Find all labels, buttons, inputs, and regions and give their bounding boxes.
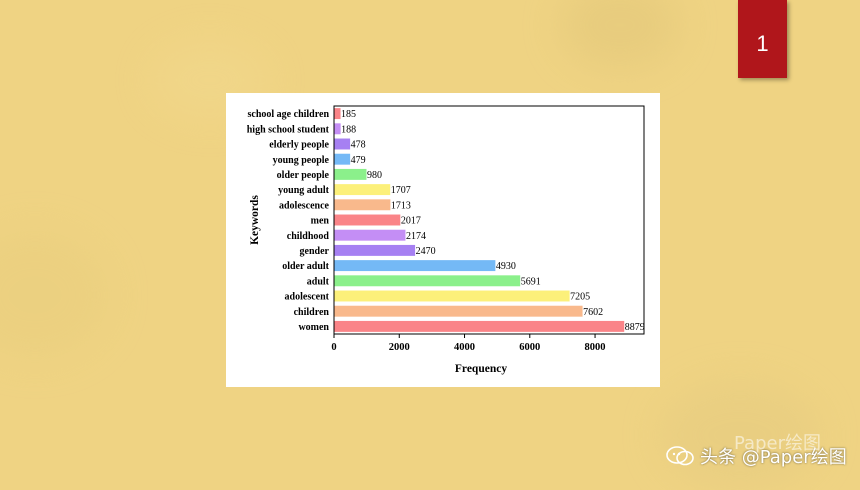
bar: [334, 260, 496, 272]
data-label: 478: [351, 140, 366, 151]
bar: [334, 184, 391, 196]
y-tick-label: young adult: [278, 185, 330, 196]
bar: [334, 229, 406, 241]
data-label: 1713: [391, 200, 411, 211]
bar: [334, 108, 341, 120]
y-tick-label: adolescent: [285, 292, 330, 303]
slide-number-badge: 1: [738, 0, 787, 78]
data-label: 188: [341, 124, 356, 135]
watermark-ghost-text: Paper绘图: [734, 433, 821, 454]
bar: [334, 244, 416, 256]
y-tick-label: high school student: [247, 124, 330, 135]
y-tick-label: gender: [300, 246, 330, 257]
y-tick-label: older people: [277, 170, 330, 181]
data-label: 2174: [406, 231, 426, 242]
y-tick-label: women: [298, 322, 329, 333]
bar: [334, 214, 401, 226]
data-label: 7205: [570, 292, 590, 303]
bar: [334, 320, 625, 332]
slide-number: 1: [756, 31, 769, 56]
x-tick-label: 2000: [389, 342, 410, 353]
bar: [334, 123, 341, 135]
data-label: 185: [341, 109, 356, 120]
bar: [334, 138, 351, 150]
background-blur: [0, 230, 110, 360]
bar: [334, 168, 367, 180]
y-tick-label: school age children: [248, 109, 330, 120]
y-tick-label: adolescence: [279, 200, 330, 211]
bar: [334, 153, 351, 165]
y-tick-label: older adult: [282, 261, 329, 272]
y-axis-label: Keywords: [249, 195, 261, 245]
x-tick-label: 6000: [519, 342, 540, 353]
bar: [334, 305, 583, 317]
y-tick-label: children: [294, 307, 330, 318]
y-tick-label: childhood: [287, 231, 330, 242]
chart-panel: school age children 185 high school studen…: [226, 93, 660, 387]
data-label: 2017: [401, 216, 421, 227]
bar: [334, 199, 391, 211]
x-tick-label: 0: [331, 342, 336, 353]
background-blur: [560, 0, 680, 70]
watermark-text: 头条 @Paper绘图: [700, 447, 847, 468]
data-label: 980: [367, 170, 382, 181]
y-tick-label: men: [311, 216, 330, 227]
plot-frame: [333, 105, 645, 335]
y-tick-label: adult: [307, 276, 330, 287]
x-axis-label: Frequency: [455, 363, 507, 375]
chat-bubble-icon: [666, 446, 694, 466]
background-blur: [660, 380, 820, 490]
data-label: 8879: [625, 322, 645, 333]
watermark: 头条 @Paper绘图 Paper绘图: [666, 433, 847, 469]
x-tick-label: 8000: [585, 342, 606, 353]
data-label: 5691: [521, 276, 541, 287]
y-tick-label: young people: [273, 155, 330, 166]
data-label: 479: [351, 155, 366, 166]
data-label: 2470: [416, 246, 436, 257]
data-label: 4930: [496, 261, 516, 272]
y-tick-label: elderly people: [269, 140, 329, 151]
data-label: 1707: [391, 185, 411, 196]
bar: [334, 275, 521, 287]
data-label: 7602: [583, 307, 603, 318]
bar-chart: school age children 185 high school studen…: [247, 105, 645, 375]
x-tick-label: 4000: [454, 342, 475, 353]
bar: [334, 290, 570, 302]
